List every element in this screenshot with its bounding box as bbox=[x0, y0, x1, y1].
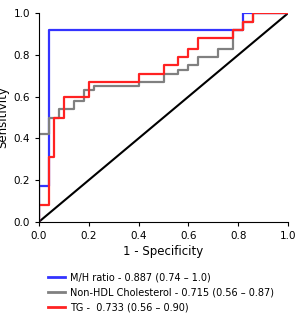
Legend: M/H ratio - 0.887 (0.74 – 1.0), Non-HDL Cholesterol - 0.715 (0.56 – 0.87), TG - : M/H ratio - 0.887 (0.74 – 1.0), Non-HDL … bbox=[44, 269, 278, 316]
X-axis label: 1 - Specificity: 1 - Specificity bbox=[123, 245, 204, 258]
Y-axis label: Sensitivity: Sensitivity bbox=[0, 87, 9, 148]
